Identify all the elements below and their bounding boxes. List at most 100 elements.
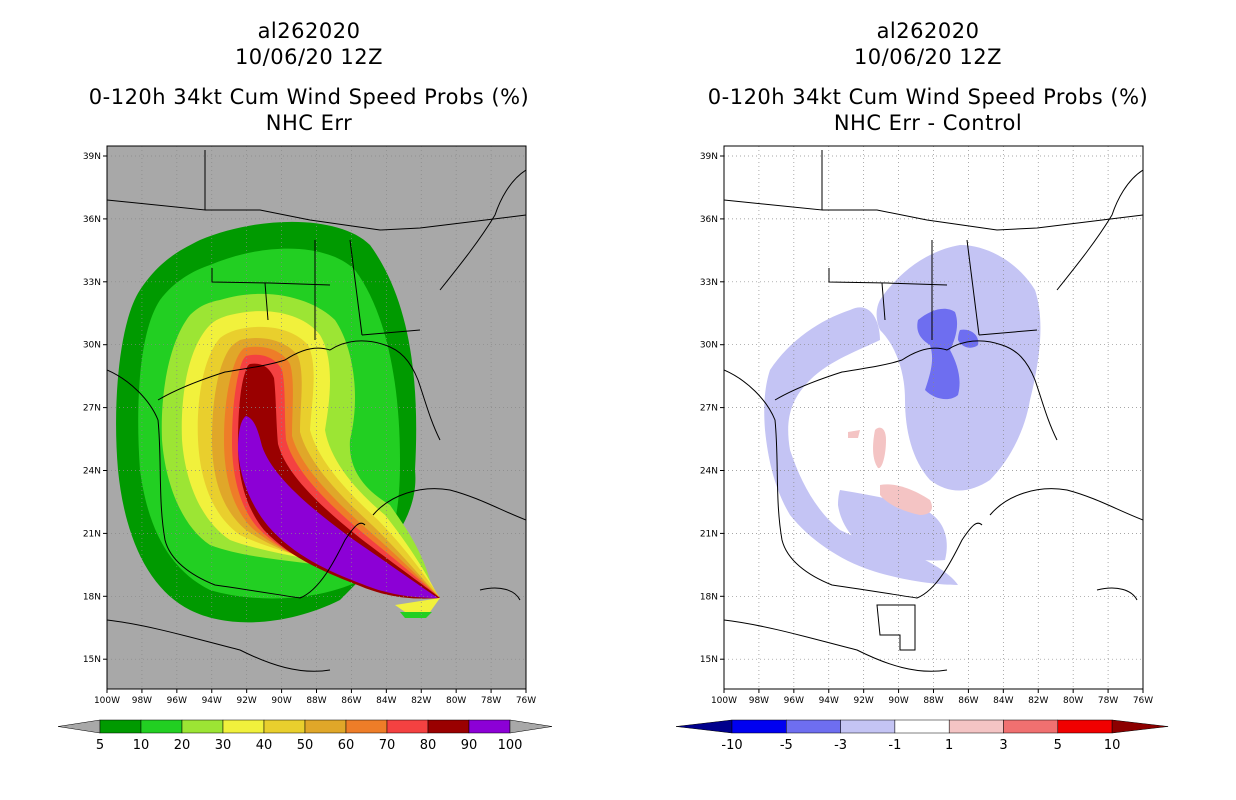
left-lon-label: 78W [481, 696, 501, 706]
right-colorbar-box [786, 719, 841, 734]
left-title: al262020 10/06/20 12Z 0-120h 34kt Cum Wi… [0, 18, 618, 136]
left-lat-label: 30N [83, 341, 101, 351]
left-colorbar-label: 20 [174, 738, 191, 753]
right-colorbar-label: 10 [1104, 738, 1121, 753]
right-lon-label: 98W [749, 696, 769, 706]
right-colorbar-label: -5 [780, 738, 793, 753]
left-colorbar-box [140, 719, 183, 734]
right-lon-label: 90W [888, 696, 908, 706]
left-colorbar-label: 60 [338, 738, 355, 753]
right-colorbar-box [840, 719, 896, 734]
left-colorbar-box [386, 719, 429, 734]
diff-light-blue-central [876, 245, 1041, 491]
left-lon-label: 86W [341, 696, 361, 706]
left-storm-id: al262020 [257, 19, 361, 43]
right-colorbar-label: 5 [1054, 738, 1062, 753]
right-subtitle: NHC Err - Control [833, 111, 1023, 135]
left-colorbar-label: 40 [256, 738, 273, 753]
left-colorbar-box [181, 719, 224, 734]
right-lon-label: 96W [784, 696, 804, 706]
right-colorbar-label: -3 [834, 738, 847, 753]
left-colorbar-label: 70 [379, 738, 396, 753]
right-map: 100W 98W 96W 94W 92W 90W 88W 86W 84W 82W 80W 78W 76W… [700, 145, 1153, 706]
left-lon-label: 82W [411, 696, 431, 706]
left-colorbar-high-triangle [509, 719, 553, 734]
right-lat-label: 39N [700, 152, 718, 162]
right-colorbar-label: 3 [999, 738, 1007, 753]
right-lon-label: 94W [819, 696, 839, 706]
left-lon-label: 98W [132, 696, 152, 706]
right-lon-label: 84W [993, 696, 1013, 706]
right-datetime: 10/06/20 12Z [853, 45, 1003, 69]
left-lon-label: 80W [446, 696, 466, 706]
left-colorbar: 5 10 20 30 40 50 60 70 80 90 100 [57, 719, 553, 753]
left-lat-label: 15N [83, 655, 101, 665]
right-lon-label: 92W [853, 696, 873, 706]
right-lat-label: 18N [700, 592, 718, 602]
left-lat-label: 21N [83, 529, 101, 539]
right-colorbar-box [731, 719, 787, 734]
right-difference-field [764, 245, 1041, 585]
left-lat-label: 24N [83, 467, 101, 477]
right-colorbar-label: 1 [945, 738, 953, 753]
left-lat-label: 33N [83, 278, 101, 288]
right-axis-labels: 100W 98W 96W 94W 92W 90W 88W 86W 84W 82W 80W 78W 76W… [700, 152, 1153, 706]
left-lat-label: 18N [83, 592, 101, 602]
right-storm-id: al262020 [876, 19, 980, 43]
right-title: al262020 10/06/20 12Z 0-120h 34kt Cum Wi… [618, 18, 1236, 136]
diff-light-blue-west [764, 307, 958, 585]
left-colorbar-label: 30 [215, 738, 232, 753]
right-lon-label: 82W [1028, 696, 1048, 706]
left-colorbar-low-triangle [57, 719, 101, 734]
left-lon-label: 100W [94, 696, 120, 706]
right-product: 0-120h 34kt Cum Wind Speed Probs (%) [707, 85, 1149, 109]
right-lat-label: 30N [700, 341, 718, 351]
left-colorbar-box [304, 719, 347, 734]
right-lat-label: 24N [700, 467, 718, 477]
right-lon-label: 100W [711, 696, 737, 706]
left-gridlines [107, 146, 526, 689]
left-lat-label: 27N [83, 404, 101, 414]
left-colorbar-label: 90 [461, 738, 478, 753]
left-colorbar-label: 10 [133, 738, 150, 753]
diff-pink-2 [880, 484, 932, 515]
left-colorbar-box [222, 719, 265, 734]
left-colorbar-label: 50 [297, 738, 314, 753]
left-lon-label: 76W [516, 696, 536, 706]
left-lat-label: 39N [83, 152, 101, 162]
left-lon-label: 84W [376, 696, 396, 706]
left-lon-label: 94W [202, 696, 222, 706]
prob-edge-green [400, 612, 432, 618]
diff-pink-1 [873, 427, 886, 469]
left-lon-label: 88W [306, 696, 326, 706]
right-lat-label: 15N [700, 655, 718, 665]
left-lon-label: 90W [271, 696, 291, 706]
right-colorbar-box [894, 719, 950, 734]
left-colorbar-label: 80 [420, 738, 437, 753]
right-lat-label: 27N [700, 404, 718, 414]
left-datetime: 10/06/20 12Z [234, 45, 384, 69]
right-colorbar: -10 -5 -3 -1 1 3 5 10 [675, 719, 1169, 753]
right-lon-label: 76W [1133, 696, 1153, 706]
left-colorbar-box [99, 719, 142, 734]
left-colorbar-box [345, 719, 388, 734]
left-probability-field [116, 221, 440, 623]
diff-medium-blue-1 [917, 308, 960, 400]
right-lon-label: 80W [1063, 696, 1083, 706]
left-colorbar-box [427, 719, 470, 734]
left-product: 0-120h 34kt Cum Wind Speed Probs (%) [88, 85, 530, 109]
right-colorbar-box [1003, 719, 1059, 734]
right-lat-label: 21N [700, 529, 718, 539]
right-coastlines [724, 150, 1143, 672]
left-lat-label: 36N [83, 215, 101, 225]
right-lon-label: 88W [923, 696, 943, 706]
left-colorbar-label: 100 [498, 738, 523, 753]
left-coastlines [107, 150, 526, 672]
prob-90-100 [238, 416, 438, 598]
diff-light-blue-south [838, 490, 947, 561]
right-lon-label: 86W [958, 696, 978, 706]
left-lon-label: 92W [236, 696, 256, 706]
right-gridlines [724, 146, 1143, 689]
left-subtitle: NHC Err [265, 111, 353, 135]
